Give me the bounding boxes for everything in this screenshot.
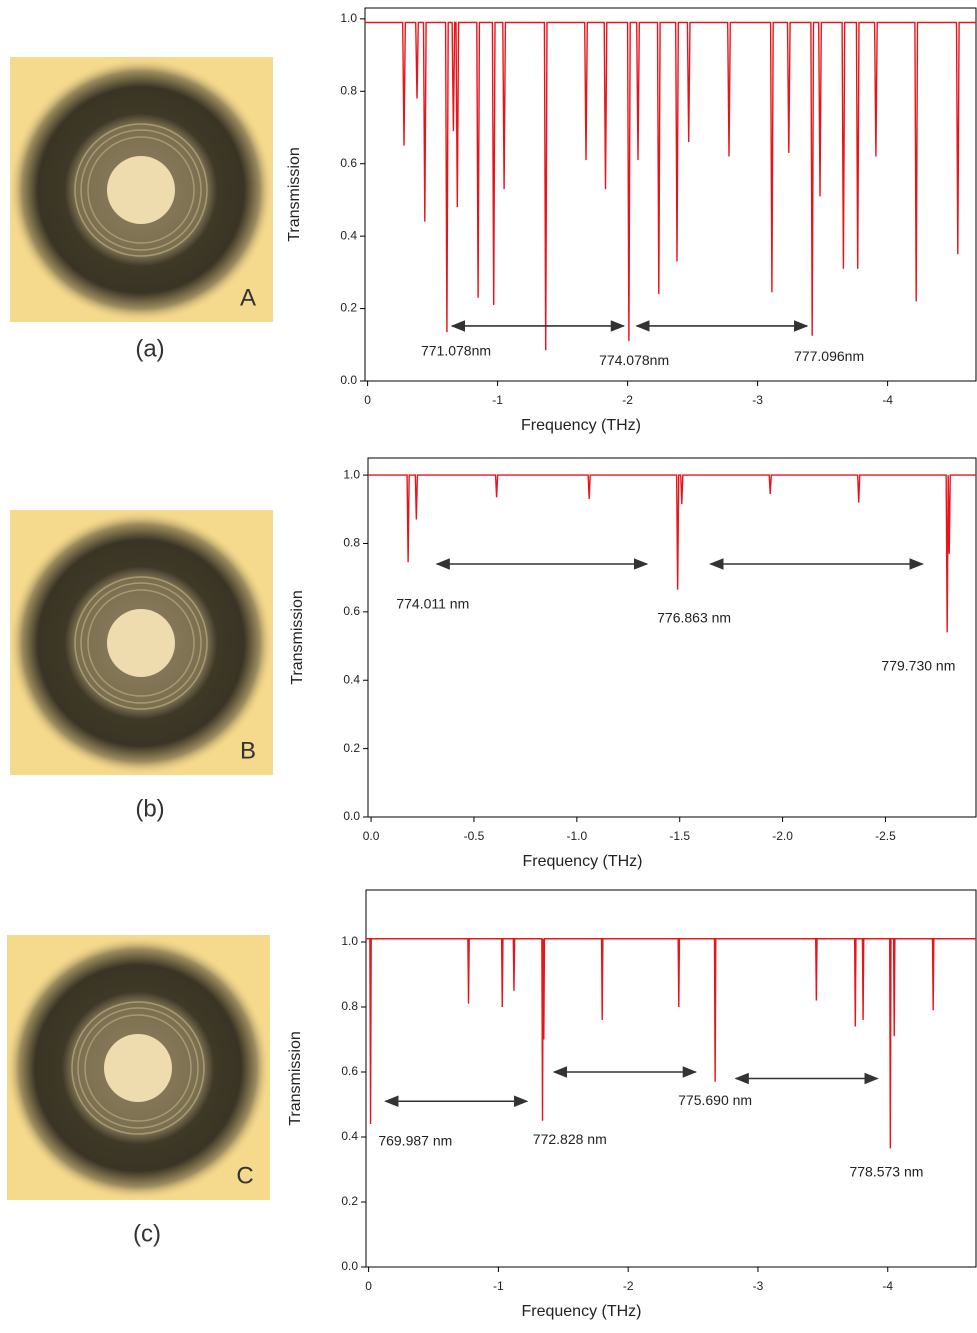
y-tick-label: 0.6 <box>341 1064 358 1078</box>
x-tick-label: -0.5 <box>464 829 485 843</box>
x-tick-label: -3 <box>752 393 763 407</box>
x-tick-label: -2 <box>623 1279 634 1293</box>
x-tick-label: -4 <box>882 393 893 407</box>
image-label: B <box>240 737 256 764</box>
fringe <box>84 1014 192 1122</box>
panel-label: (b) <box>135 795 164 822</box>
plot-frame <box>367 457 977 818</box>
y-tick-label: 0.4 <box>340 228 357 242</box>
y-tick-label: 0.4 <box>343 672 360 686</box>
y-tick-label: 0.0 <box>343 809 360 823</box>
plot-frame <box>364 7 977 382</box>
x-tick-label: -1 <box>492 393 503 407</box>
micrograph <box>9 510 273 775</box>
y-axis-title: Transmission <box>287 1031 304 1126</box>
fringe <box>74 123 208 257</box>
y-tick-label: 0.6 <box>343 604 360 618</box>
transmission-line <box>366 938 976 1149</box>
y-axis-title: Transmission <box>286 147 303 242</box>
y-tick-label: 0.8 <box>343 536 360 550</box>
x-tick-label: -1 <box>493 1279 504 1293</box>
y-tick-label: 0.2 <box>341 1194 358 1208</box>
wavelength-label: 777.096nm <box>794 348 864 364</box>
y-tick-label: 0.0 <box>340 373 357 387</box>
fringe <box>77 1007 199 1129</box>
x-tick-label: 0.0 <box>363 829 380 843</box>
y-tick-label: 1.0 <box>340 11 357 25</box>
y-tick-label: 0.2 <box>340 301 357 315</box>
transmission-line <box>365 21 976 351</box>
center-disc <box>107 609 175 677</box>
y-tick-label: 0.4 <box>341 1129 358 1143</box>
y-axis-title: Transmission <box>289 590 306 685</box>
wavelength-label: 771.078nm <box>421 343 491 359</box>
wavelength-label: 772.828 nm <box>533 1131 607 1147</box>
wavelength-label: 779.730 nm <box>881 657 955 673</box>
x-tick-label: -1.5 <box>669 829 690 843</box>
fringe <box>80 582 202 704</box>
fringe <box>80 129 202 251</box>
micrograph <box>6 935 270 1200</box>
x-tick-label: -4 <box>882 1279 893 1293</box>
wavelength-label: 776.863 nm <box>657 609 731 625</box>
image-label: A <box>240 284 256 311</box>
fringe <box>71 1001 205 1135</box>
x-tick-label: -3 <box>753 1279 764 1293</box>
fringe <box>87 136 195 244</box>
micrograph <box>9 57 273 322</box>
y-tick-label: 1.0 <box>341 934 358 948</box>
center-disc <box>104 1034 172 1102</box>
wavelength-label: 774.011 nm <box>396 596 469 612</box>
wavelength-label: 778.573 nm <box>849 1163 923 1179</box>
x-axis-title: Frequency (THz) <box>521 1303 641 1320</box>
x-tick-label: 0 <box>365 1279 372 1293</box>
y-tick-label: 0.8 <box>340 83 357 97</box>
wavelength-label: 774.078nm <box>599 352 669 368</box>
y-tick-label: 0.0 <box>341 1259 358 1273</box>
panel-label: (a) <box>135 335 164 362</box>
x-axis-title: Frequency (THz) <box>522 853 642 870</box>
x-axis-title: Frequency (THz) <box>521 417 641 434</box>
wavelength-label: 769.987 nm <box>378 1133 452 1149</box>
panel-label: (c) <box>133 1220 161 1247</box>
y-tick-label: 0.2 <box>343 741 360 755</box>
y-tick-label: 0.8 <box>341 999 358 1013</box>
x-tick-label: 0 <box>364 393 371 407</box>
transmission-line <box>368 474 976 633</box>
x-tick-label: -2 <box>622 393 633 407</box>
x-tick-label: -2.0 <box>772 829 793 843</box>
y-tick-label: 1.0 <box>343 467 360 481</box>
x-tick-label: -2.5 <box>875 829 896 843</box>
fringe <box>87 589 195 697</box>
center-disc <box>107 156 175 224</box>
image-label: C <box>236 1162 253 1189</box>
fringe <box>74 576 208 710</box>
x-tick-label: -1.0 <box>566 829 587 843</box>
plot-frame <box>365 889 977 1268</box>
wavelength-label: 775.690 nm <box>678 1092 752 1108</box>
y-tick-label: 0.6 <box>340 156 357 170</box>
